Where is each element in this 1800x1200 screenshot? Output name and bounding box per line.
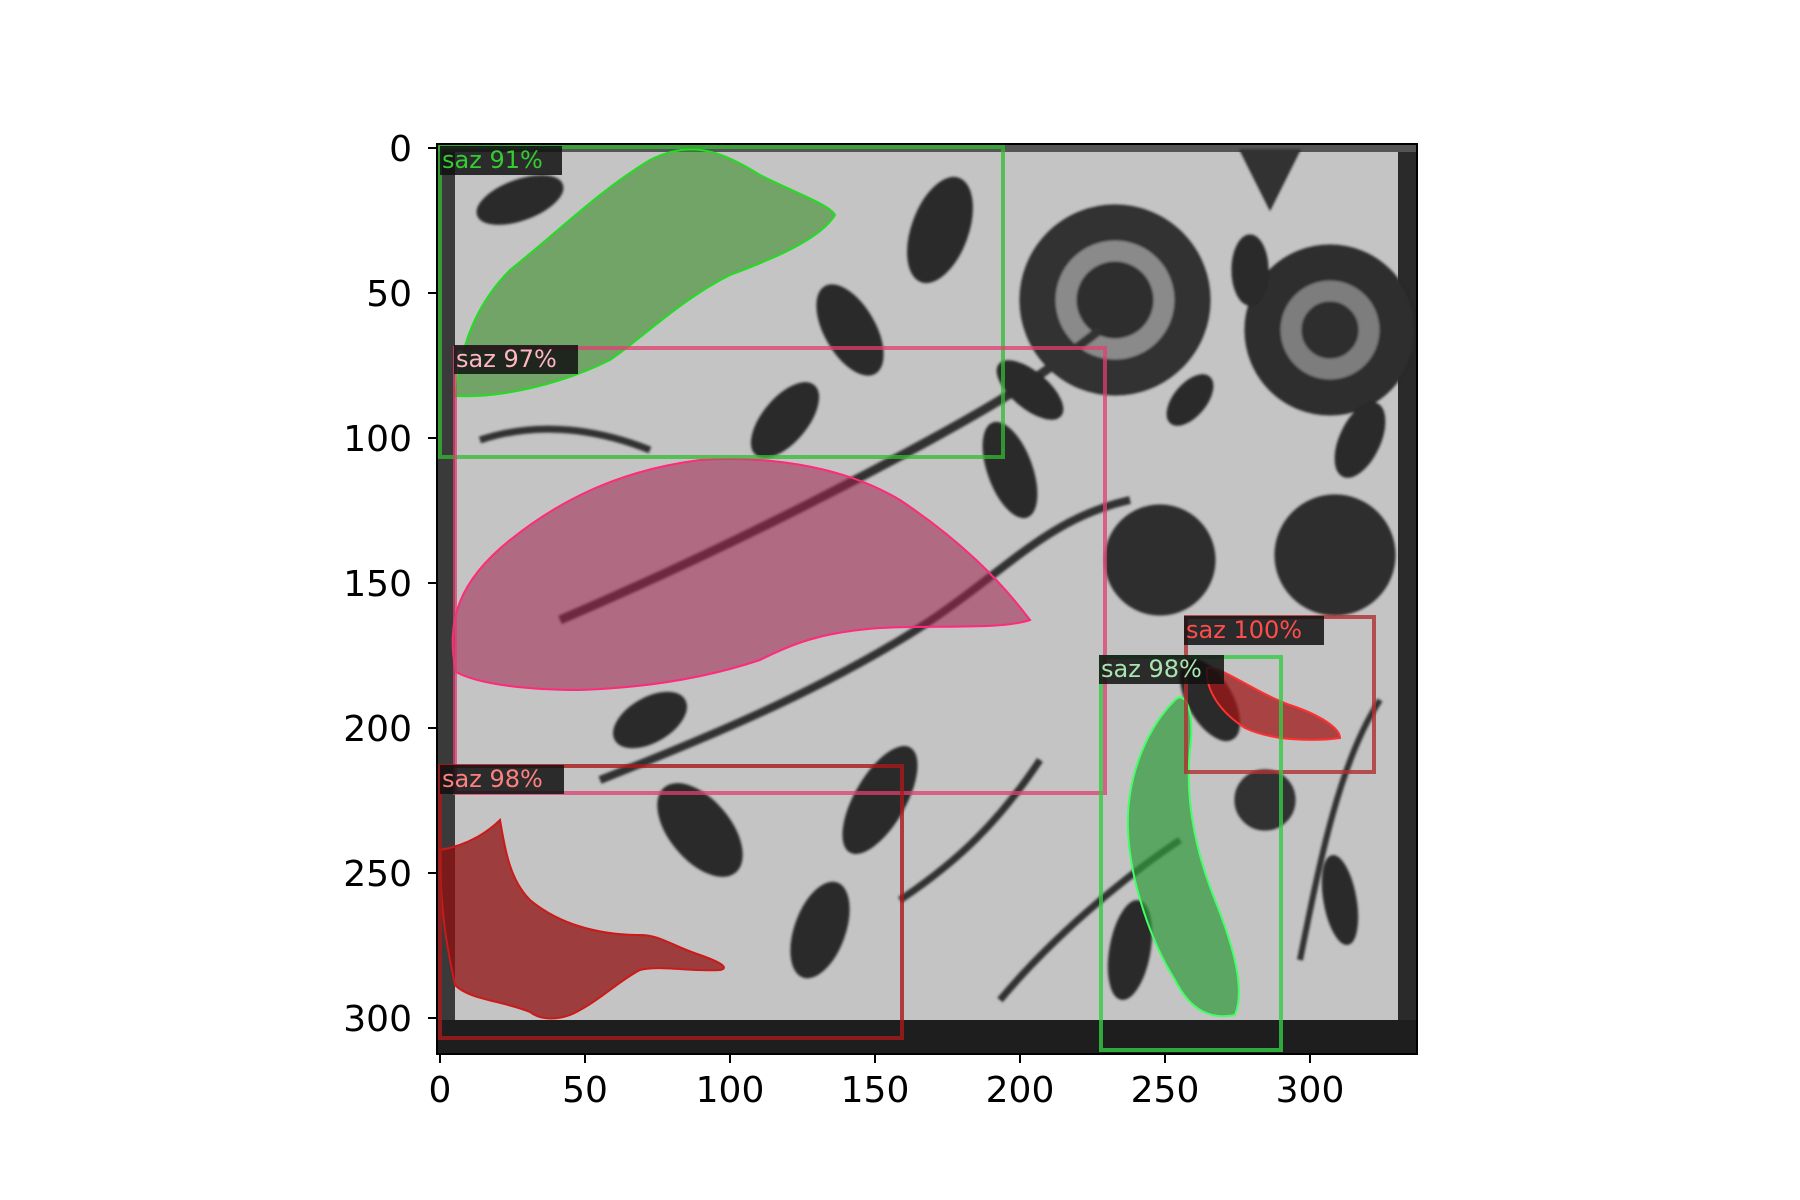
x-tick-label: 0 [429,1070,452,1111]
y-tick-label: 150 [343,564,412,605]
tile-motifs [476,149,1416,1003]
y-tick-label: 300 [343,999,412,1040]
mask-saz-97 [451,458,1032,692]
x-tick-label: 100 [696,1070,765,1111]
x-tick-label: 300 [1276,1070,1345,1111]
mask-saz-98-green [1126,696,1240,1018]
detection-labels: saz 91% saz 97% saz 100% saz 98% saz 98% [440,146,1324,794]
box-saz-98-red [438,764,904,1040]
y-tick-label: 50 [366,274,412,315]
label-saz-98-red: saz 98% [442,765,543,793]
y-tick-label: 250 [343,854,412,895]
y-tick-labels: 0 50 100 150 200 250 300 [343,129,412,1040]
x-tick-label: 250 [1131,1070,1200,1111]
x-tick-label: 50 [562,1070,608,1111]
y-axis [428,147,437,1019]
label-saz-91: saz 91% [442,146,543,174]
tile-image [437,144,1417,1054]
x-axis [439,1054,1311,1063]
x-tick-label: 200 [986,1070,1055,1111]
mask-saz-91 [454,148,837,398]
y-tick-label: 100 [343,419,412,460]
label-saz-97: saz 97% [456,345,557,373]
x-tick-label: 150 [841,1070,910,1111]
box-saz-91 [438,145,1005,459]
mask-saz-98-red [438,817,725,1020]
mask-saz-100 [1205,666,1342,741]
y-tick-label: 200 [343,709,412,750]
x-tick-labels: 0 50 100 150 200 250 300 [429,1070,1345,1111]
box-saz-97 [453,346,1107,795]
axes-frame [436,143,1418,1055]
y-tick-label: 0 [389,129,412,170]
label-saz-100: saz 100% [1186,616,1302,644]
label-saz-98-green: saz 98% [1101,655,1202,683]
